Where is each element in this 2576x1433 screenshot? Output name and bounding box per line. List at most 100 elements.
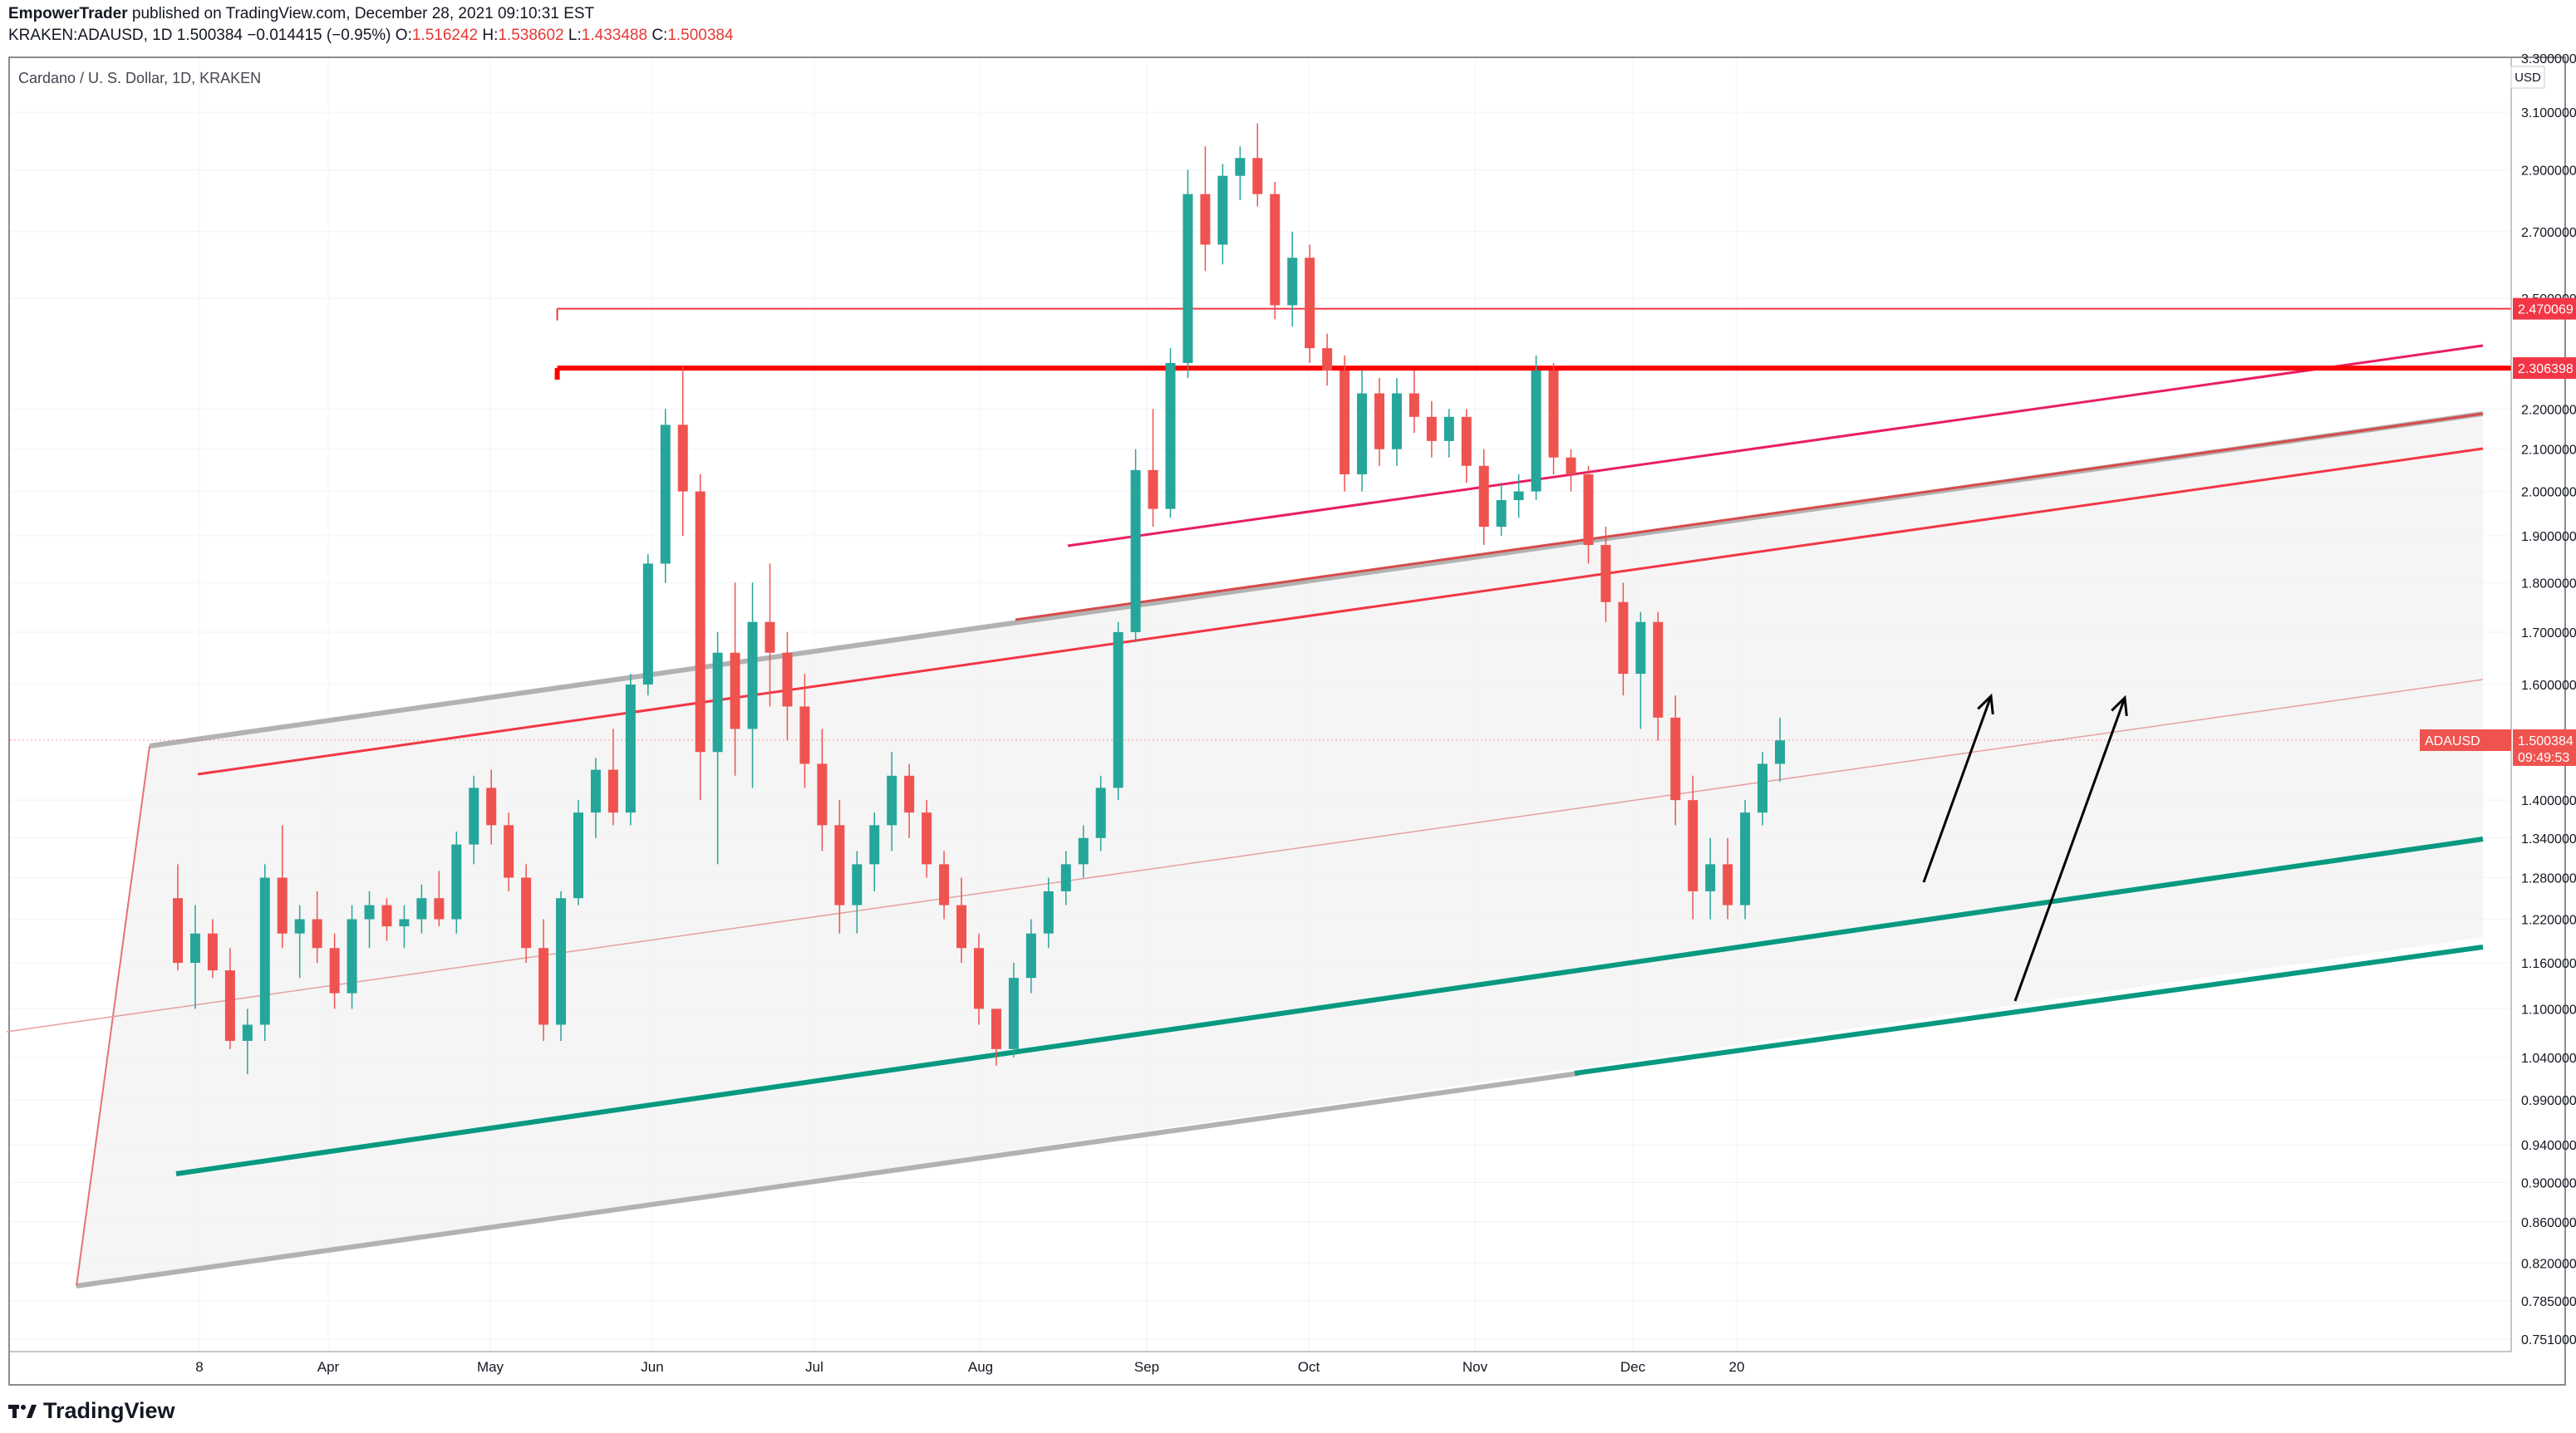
candle-body bbox=[399, 919, 410, 927]
candle-body bbox=[712, 652, 723, 753]
up-arrow-head bbox=[2111, 694, 2128, 717]
high-value: 1.538602 bbox=[498, 27, 564, 44]
time-axis-tick: May bbox=[477, 1359, 504, 1375]
currency-label: USD bbox=[2515, 71, 2541, 85]
candle-body bbox=[1391, 393, 1402, 449]
candle-body bbox=[1357, 393, 1368, 474]
candle-body bbox=[381, 905, 392, 927]
candle-body bbox=[1148, 469, 1158, 509]
red-trend-overlap bbox=[1015, 412, 2484, 621]
candle-body bbox=[660, 425, 671, 564]
price-axis-tick: 0.751000 bbox=[2521, 1333, 2576, 1347]
candle-body bbox=[1165, 362, 1176, 509]
candle-body bbox=[277, 877, 288, 934]
time-axis-tick: Apr bbox=[317, 1359, 340, 1375]
candle-body bbox=[1426, 416, 1437, 441]
change-value: −0.014415 (−0.95%) bbox=[247, 27, 391, 44]
candle-body bbox=[904, 775, 915, 813]
level-price-tag bbox=[2513, 357, 2576, 380]
candle-body bbox=[538, 948, 549, 1025]
time-axis-tick: Oct bbox=[1298, 1359, 1320, 1375]
symbol-line: KRAKEN:ADAUSD, 1D bbox=[8, 27, 173, 44]
level-price-tag-value: 2.470069 bbox=[2518, 303, 2574, 317]
price-axis-tick: 2.700000 bbox=[2521, 226, 2576, 240]
symbol-summary: KRAKEN:ADAUSD, 1D 1.500384 −0.014415 (−0… bbox=[8, 27, 734, 45]
candle-body bbox=[991, 1008, 1001, 1049]
candle-body bbox=[590, 769, 601, 813]
last-price-tag bbox=[2513, 729, 2576, 767]
channel-left-edge bbox=[76, 745, 150, 1287]
candle-body bbox=[799, 706, 810, 764]
candle-body bbox=[1025, 933, 1036, 979]
price-axis-tick: 2.900000 bbox=[2521, 164, 2576, 178]
time-axis-tick: 20 bbox=[1729, 1359, 1745, 1375]
publisher-name: EmpowerTrader bbox=[8, 5, 128, 22]
tradingview-logo[interactable]: TradingView bbox=[8, 1398, 175, 1424]
candle-body bbox=[1443, 416, 1454, 441]
candle-body bbox=[504, 825, 514, 878]
price-axis-tick: 1.800000 bbox=[2521, 577, 2576, 591]
candle-body bbox=[642, 563, 653, 685]
candle-body bbox=[1322, 348, 1333, 371]
candle-body bbox=[834, 825, 845, 905]
candle-body bbox=[347, 919, 357, 994]
up-arrow-head bbox=[1977, 693, 1994, 715]
price-axis-tick: 1.280000 bbox=[2521, 872, 2576, 886]
candle-body bbox=[224, 970, 235, 1041]
candle-body bbox=[1705, 864, 1716, 891]
channel-midline bbox=[6, 679, 2484, 1033]
candle-body bbox=[1287, 258, 1298, 306]
price-axis-tick: 2.000000 bbox=[2521, 486, 2576, 500]
price-axis-tick: 1.600000 bbox=[2521, 679, 2576, 693]
candle-body bbox=[695, 491, 705, 753]
countdown-timer: 09:49:53 bbox=[2518, 751, 2569, 765]
candle-body bbox=[1408, 393, 1419, 417]
candle-body bbox=[1531, 370, 1541, 492]
candle-body bbox=[1566, 457, 1576, 474]
time-axis-tick: 8 bbox=[195, 1359, 203, 1375]
price-axis-tick: 1.040000 bbox=[2521, 1052, 2576, 1066]
candle-body bbox=[1775, 740, 1785, 764]
candle-body bbox=[1740, 812, 1751, 905]
candle-body bbox=[1200, 194, 1211, 245]
candle-body bbox=[1513, 491, 1524, 501]
candle-body bbox=[817, 763, 828, 826]
last-price: 1.500384 bbox=[176, 27, 243, 44]
candle-body bbox=[242, 1024, 253, 1041]
candle-body bbox=[329, 948, 340, 994]
candle-body bbox=[852, 864, 863, 905]
candle-body bbox=[1618, 601, 1629, 675]
symbol-tag-label: ADAUSD bbox=[2425, 734, 2480, 748]
price-axis-tick: 3.100000 bbox=[2521, 106, 2576, 120]
candle-body bbox=[1043, 891, 1054, 934]
candle-body bbox=[939, 864, 950, 905]
candle-body bbox=[434, 898, 445, 920]
brand-name: TradingView bbox=[43, 1398, 175, 1423]
low-value: 1.433488 bbox=[581, 27, 648, 44]
price-axis-tick: 0.860000 bbox=[2521, 1216, 2576, 1230]
candle-body bbox=[677, 425, 688, 492]
candle-body bbox=[1600, 545, 1611, 602]
candle-body bbox=[1305, 258, 1315, 349]
candle-body bbox=[173, 898, 183, 964]
candle-body bbox=[521, 877, 532, 949]
support-green-lower bbox=[1574, 945, 2484, 1076]
red-trend-line bbox=[197, 447, 2484, 776]
candle-body bbox=[1182, 194, 1193, 363]
price-axis-tick: 0.940000 bbox=[2521, 1139, 2576, 1153]
time-axis-tick: Aug bbox=[968, 1359, 993, 1375]
time-axis-tick: Jun bbox=[641, 1359, 663, 1375]
price-axis-tick: 2.200000 bbox=[2521, 403, 2576, 417]
time-axis-tick: Dec bbox=[1620, 1359, 1646, 1375]
price-axis-tick: 3.300000 bbox=[2521, 52, 2576, 66]
plot-title: Cardano / U. S. Dollar, 1D, KRAKEN bbox=[18, 70, 262, 86]
candle-body bbox=[730, 652, 740, 729]
candle-body bbox=[1060, 864, 1071, 891]
candle-body bbox=[189, 933, 200, 964]
candle-body bbox=[486, 788, 497, 826]
candle-body bbox=[887, 775, 897, 826]
candle-body bbox=[1653, 621, 1664, 718]
price-axis-tick: 0.820000 bbox=[2521, 1257, 2576, 1271]
time-axis-tick: Sep bbox=[1134, 1359, 1159, 1375]
